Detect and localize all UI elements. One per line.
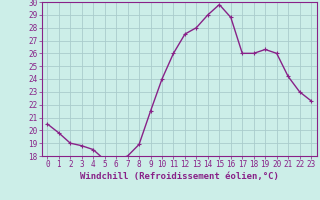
X-axis label: Windchill (Refroidissement éolien,°C): Windchill (Refroidissement éolien,°C)	[80, 172, 279, 181]
